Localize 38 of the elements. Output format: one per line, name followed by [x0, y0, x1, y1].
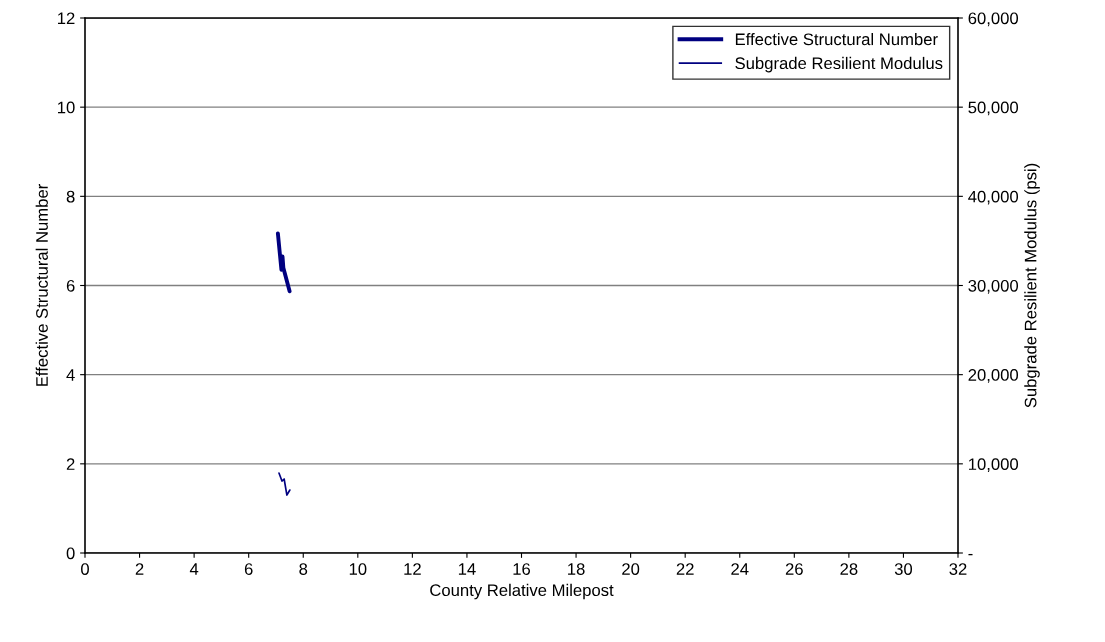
x-tick-label: 0 [81, 563, 89, 575]
x-tick-label: 30 [894, 563, 913, 575]
x-tick-label: 6 [244, 563, 253, 575]
x-tick-label: 8 [299, 563, 308, 575]
legend-label: Effective Structural Number [735, 33, 938, 46]
x-tick-label: 4 [189, 563, 199, 575]
x-tick-label: 12 [404, 563, 421, 575]
x-tick-label: 16 [513, 563, 531, 575]
y2-tick-label: 30,000 [968, 279, 1019, 294]
y2-tick-label: 20,000 [968, 369, 1019, 383]
y2-tick-label: 40,000 [968, 190, 1019, 205]
x-tick-label: 14 [458, 563, 476, 575]
x-tick-label: 18 [568, 563, 585, 575]
y-tick-label: 8 [66, 190, 75, 203]
line-series [278, 472, 291, 496]
y-tick-label: 2 [66, 458, 75, 470]
y-axis-title: Effective Structural Number [35, 184, 48, 386]
y-tick-label: 4 [66, 369, 75, 381]
y-tick-label: 0 [66, 547, 75, 560]
y2-axis-title: Subgrade Resilient Modulus (psi) [1024, 163, 1040, 408]
x-axis-title: County Relative Milepost [430, 583, 614, 600]
x-tick-label: 24 [731, 563, 749, 575]
x-tick-label: 26 [785, 563, 803, 575]
x-tick-label: 20 [622, 563, 640, 575]
y2-tick-label: - [968, 553, 973, 556]
y2-tick-label: 10,000 [968, 458, 1019, 473]
y2-tick-label: 60,000 [968, 12, 1019, 27]
x-tick-label: 2 [135, 563, 144, 575]
x-tick-label: 22 [676, 563, 694, 575]
y-tick-label: 6 [66, 279, 75, 292]
x-tick-label: 32 [949, 563, 967, 575]
x-tick-label: 28 [840, 563, 858, 575]
y-tick-label: 12 [58, 12, 75, 25]
x-tick-label: 10 [349, 563, 367, 575]
y2-tick-label: 50,000 [968, 101, 1019, 116]
line-series [275, 231, 292, 294]
legend-label: Subgrade Resilient Modulus [735, 56, 943, 73]
y-tick-label: 10 [58, 101, 75, 114]
